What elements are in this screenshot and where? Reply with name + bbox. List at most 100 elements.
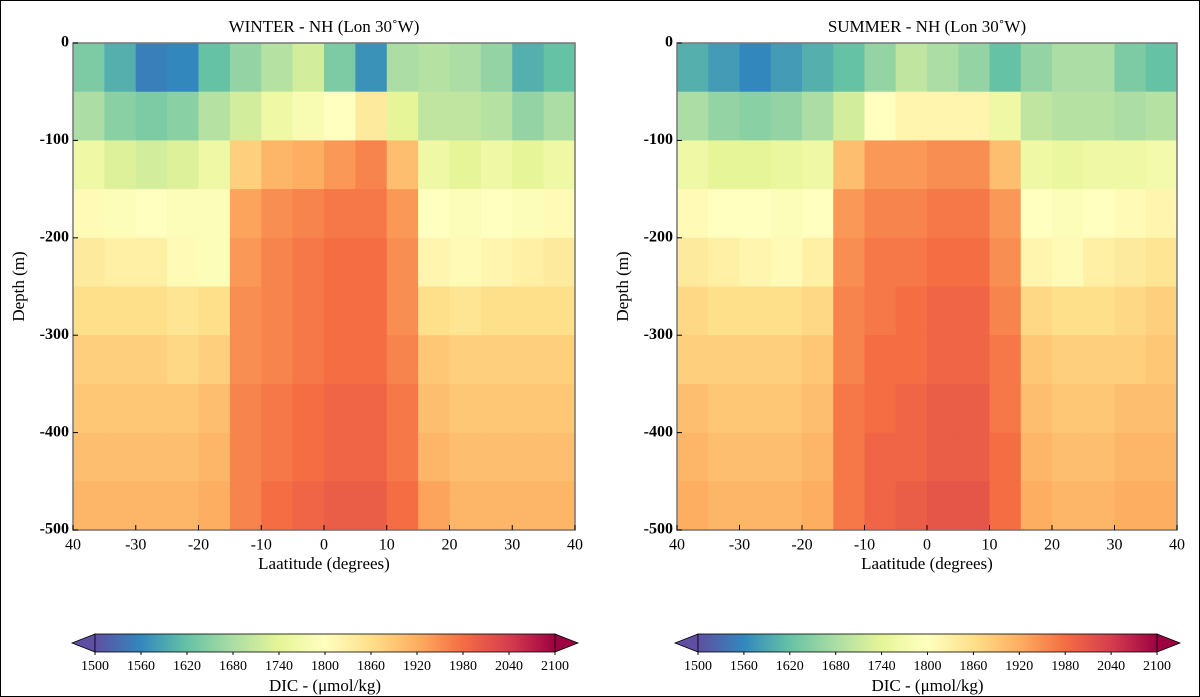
heat-cell bbox=[958, 237, 991, 288]
heat-cell bbox=[895, 286, 928, 336]
heat-cell bbox=[958, 432, 991, 482]
heat-cell bbox=[355, 286, 388, 336]
heat-cell bbox=[135, 286, 168, 336]
heat-cell bbox=[802, 43, 834, 93]
heat-cell bbox=[739, 286, 772, 336]
heat-cell bbox=[1145, 91, 1178, 141]
heat-cell bbox=[418, 140, 451, 190]
heat-cell bbox=[1052, 140, 1084, 190]
heat-cell bbox=[1083, 335, 1116, 385]
colorbar-tick-label: 1740 bbox=[265, 659, 293, 674]
heat-cell bbox=[135, 189, 168, 239]
colorbar-tick-label: 2100 bbox=[541, 659, 569, 674]
heat-cell bbox=[104, 383, 137, 434]
heat-cell bbox=[677, 481, 709, 531]
heat-cell bbox=[355, 189, 388, 239]
heat-cell bbox=[543, 140, 576, 190]
heat-cell bbox=[708, 91, 741, 141]
heat-cell bbox=[386, 189, 419, 239]
heat-cell bbox=[739, 237, 772, 288]
heat-cell bbox=[1145, 140, 1178, 190]
heat-cell bbox=[802, 432, 834, 482]
heat-cell bbox=[386, 237, 419, 288]
heat-cell bbox=[104, 43, 137, 93]
heat-cell bbox=[292, 432, 325, 482]
heat-cell bbox=[708, 432, 741, 482]
heat-cell bbox=[708, 140, 741, 190]
heat-cell bbox=[1083, 432, 1116, 482]
heat-cell bbox=[480, 432, 513, 482]
heat-cell bbox=[104, 481, 137, 531]
heat-cell bbox=[135, 432, 168, 482]
heat-cell bbox=[229, 481, 262, 531]
heat-cell bbox=[770, 432, 803, 482]
heat-cell bbox=[167, 481, 200, 531]
heat-cell bbox=[73, 481, 105, 531]
heat-cell bbox=[677, 43, 709, 93]
heat-cell bbox=[739, 383, 772, 434]
heat-cell bbox=[927, 383, 959, 434]
heat-cell bbox=[73, 383, 105, 434]
heat-cell bbox=[1114, 140, 1147, 190]
heat-cell bbox=[895, 335, 928, 385]
heat-cell bbox=[261, 383, 294, 434]
heat-cell bbox=[135, 335, 168, 385]
heat-cell bbox=[739, 481, 772, 531]
heat-cell bbox=[418, 189, 451, 239]
heat-cell bbox=[355, 237, 388, 288]
heat-cell bbox=[104, 189, 137, 239]
heat-cell bbox=[418, 383, 451, 434]
heat-cell bbox=[927, 237, 959, 288]
heat-cell bbox=[1083, 43, 1116, 93]
heat-cell bbox=[833, 91, 866, 141]
heat-cell bbox=[1114, 286, 1147, 336]
x-tick-label: 40 bbox=[1169, 537, 1185, 554]
heat-cell bbox=[1083, 91, 1116, 141]
x-tick-label: -30 bbox=[729, 537, 750, 554]
colorbar-tick-label: 1920 bbox=[403, 659, 431, 674]
heat-cell bbox=[261, 91, 294, 141]
heat-cell bbox=[895, 383, 928, 434]
heat-cell bbox=[864, 43, 897, 93]
heat-cell bbox=[927, 91, 959, 141]
heat-cell bbox=[927, 189, 959, 239]
heat-cell bbox=[958, 286, 991, 336]
heat-cell bbox=[104, 237, 137, 288]
heat-cell bbox=[895, 432, 928, 482]
heat-cell bbox=[1052, 91, 1084, 141]
y-tick-label: -100 bbox=[644, 131, 673, 148]
heat-cell bbox=[739, 140, 772, 190]
heat-cell bbox=[677, 335, 709, 385]
heat-cell bbox=[198, 91, 231, 141]
x-tick-label: -10 bbox=[854, 537, 875, 554]
heat-cell bbox=[512, 91, 545, 141]
heat-cell bbox=[449, 481, 482, 531]
heat-cell bbox=[864, 481, 897, 531]
heat-cell bbox=[927, 140, 959, 190]
heat-cell bbox=[355, 335, 388, 385]
heat-cell bbox=[833, 140, 866, 190]
heat-cell bbox=[73, 237, 105, 288]
heat-cell bbox=[770, 237, 803, 288]
x-tick-label: -20 bbox=[188, 537, 209, 554]
chart-title: WINTER - NH (Lon 30˚W) bbox=[229, 17, 420, 36]
heat-cell bbox=[324, 237, 356, 288]
heat-cell bbox=[895, 140, 928, 190]
heat-cell bbox=[677, 237, 709, 288]
x-axis-label: Laatitude (degrees) bbox=[258, 554, 390, 573]
colorbar-tick-label: 1500 bbox=[684, 659, 712, 674]
y-axis-label: Depth (m) bbox=[9, 251, 28, 321]
heat-cell bbox=[480, 383, 513, 434]
heat-cell bbox=[261, 43, 294, 93]
heat-cell bbox=[135, 481, 168, 531]
heat-cell bbox=[386, 383, 419, 434]
heat-cell bbox=[833, 335, 866, 385]
heat-cell bbox=[261, 432, 294, 482]
x-tick-label: -30 bbox=[125, 537, 146, 554]
heat-cell bbox=[1145, 432, 1178, 482]
heat-cell bbox=[386, 43, 419, 93]
heat-cell bbox=[449, 91, 482, 141]
x-tick-label: -20 bbox=[791, 537, 812, 554]
heat-cell bbox=[512, 237, 545, 288]
heat-cell bbox=[449, 189, 482, 239]
